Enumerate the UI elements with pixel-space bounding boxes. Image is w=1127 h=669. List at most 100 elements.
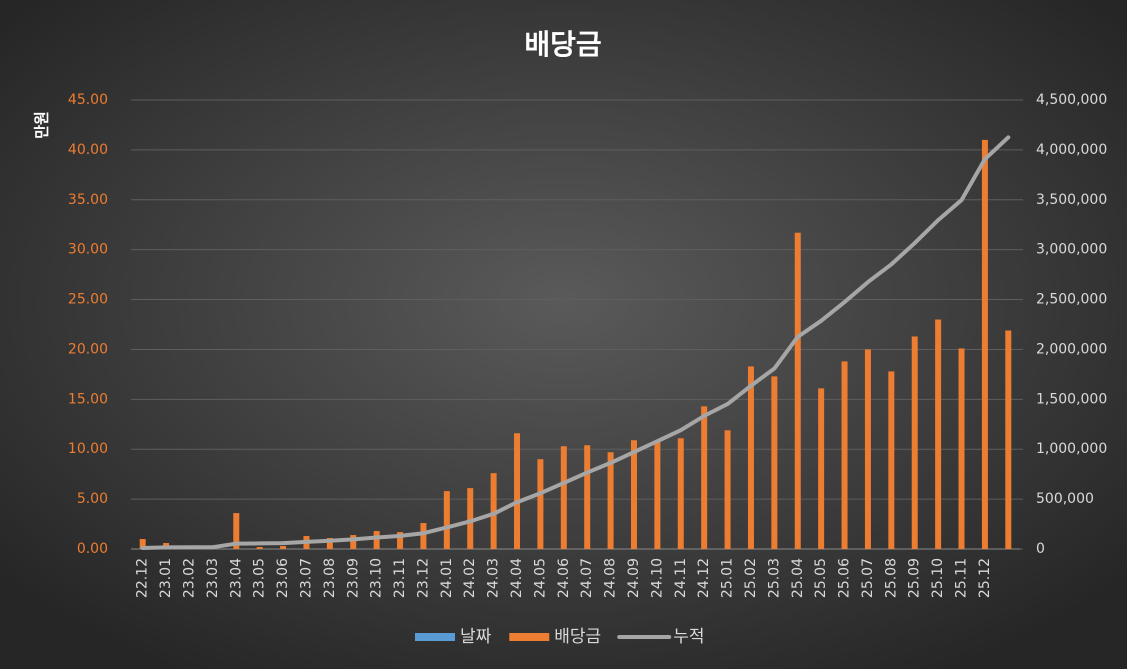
x-tick-label: 24.01 — [439, 558, 455, 598]
x-tick-label: 23.04 — [228, 558, 244, 598]
bar — [630, 440, 637, 549]
y-tick-label: 0.00 — [77, 541, 108, 557]
x-tick-label: 23.01 — [158, 558, 174, 598]
x-tick-label: 23.03 — [205, 558, 221, 598]
y2-tick-label: 1,500,000 — [1036, 391, 1107, 407]
x-tick-label: 24.12 — [696, 558, 712, 598]
x-tick-label: 25.02 — [743, 558, 759, 598]
bar — [467, 488, 474, 549]
bar — [771, 376, 778, 549]
y-tick-label: 30.00 — [68, 242, 108, 258]
bar — [654, 441, 661, 549]
bar — [981, 139, 988, 549]
x-tick-label: 24.02 — [462, 558, 478, 598]
bar — [677, 438, 684, 549]
bar — [139, 539, 146, 549]
y-tick-label: 15.00 — [68, 391, 108, 407]
y-tick-label: 45.00 — [68, 92, 108, 108]
bar — [958, 348, 965, 549]
legend-label: 누적 — [673, 627, 704, 647]
bar — [818, 388, 825, 549]
bar — [514, 433, 521, 549]
cumulative-line — [140, 135, 1011, 551]
bar — [256, 547, 263, 549]
y-tick-label: 10.00 — [68, 441, 108, 457]
y-axis-title: 만원 — [33, 111, 51, 139]
legend-label: 날짜 — [460, 627, 492, 647]
x-tick-label: 24.08 — [603, 558, 619, 598]
x-tick-label: 25.03 — [766, 558, 782, 598]
bar — [443, 491, 450, 549]
y2-tick-label: 0 — [1036, 541, 1045, 557]
x-tick-label: 24.09 — [626, 558, 642, 598]
chart-title: 배당금 — [524, 28, 601, 61]
x-tick-label: 23.08 — [322, 558, 338, 598]
x-tick-label: 24.07 — [579, 558, 595, 598]
bar — [326, 538, 333, 549]
bar — [490, 473, 497, 549]
y2-tick-label: 3,000,000 — [1036, 242, 1107, 258]
x-tick-label: 24.11 — [673, 558, 689, 598]
x-tick-label: 25.04 — [790, 558, 806, 598]
x-tick-label: 25.05 — [813, 558, 829, 598]
bar — [560, 446, 567, 549]
x-tick-label: 25.06 — [837, 558, 853, 598]
x-tick-label: 23.11 — [392, 558, 408, 598]
x-tick-label: 25.10 — [930, 558, 946, 598]
bar — [864, 349, 871, 549]
bar — [607, 452, 614, 549]
bar — [397, 532, 404, 549]
y-tick-label: 20.00 — [68, 341, 108, 357]
x-tick-label: 24.06 — [556, 558, 572, 598]
y2-tick-label: 4,000,000 — [1036, 142, 1107, 158]
bar — [841, 361, 848, 549]
x-tick-label: 23.05 — [252, 558, 268, 598]
legend-swatch — [509, 633, 550, 641]
bar — [888, 371, 895, 549]
bar — [794, 232, 801, 549]
y-tick-label: 35.00 — [68, 192, 108, 208]
bar — [1005, 330, 1012, 549]
y-tick-label: 40.00 — [68, 142, 108, 158]
y2-tick-label: 4,500,000 — [1036, 92, 1107, 108]
y-tick-label: 25.00 — [68, 292, 108, 308]
y-tick-label: 5.00 — [77, 491, 108, 507]
x-tick-label: 22.12 — [135, 558, 151, 598]
x-tick-label: 24.05 — [532, 558, 548, 598]
bar — [420, 523, 427, 549]
x-tick-label: 23.07 — [298, 558, 314, 598]
bar — [233, 513, 240, 549]
x-tick-label: 24.10 — [649, 558, 665, 598]
y2-tick-label: 1,000,000 — [1036, 441, 1107, 457]
x-tick-label: 24.04 — [509, 558, 525, 598]
x-tick-label: 25.12 — [977, 558, 993, 598]
x-tick-label: 25.09 — [907, 558, 923, 598]
bar — [724, 430, 731, 549]
legend-swatch — [415, 633, 455, 641]
y2-tick-label: 500,000 — [1036, 491, 1094, 507]
x-tick-label: 25.07 — [860, 558, 876, 598]
bar — [537, 459, 544, 549]
y2-tick-label: 2,000,000 — [1036, 341, 1107, 357]
x-tick-label: 25.11 — [954, 558, 970, 598]
x-tick-label: 23.09 — [345, 558, 361, 598]
bar — [280, 546, 287, 549]
bar — [747, 366, 754, 549]
bar — [701, 406, 708, 549]
x-tick-label: 25.08 — [883, 558, 899, 598]
legend-label: 배당금 — [554, 627, 601, 647]
bar — [935, 319, 942, 549]
x-tick-label: 23.02 — [181, 558, 197, 598]
x-tick-label: 23.12 — [415, 558, 431, 598]
y2-tick-label: 2,500,000 — [1036, 292, 1107, 308]
x-tick-label: 23.06 — [275, 558, 291, 598]
bar — [373, 531, 380, 549]
y2-tick-label: 3,500,000 — [1036, 192, 1107, 208]
x-tick-label: 25.01 — [720, 558, 736, 598]
x-tick-label: 23.10 — [369, 558, 385, 598]
bar — [350, 535, 357, 549]
bar — [584, 445, 591, 549]
x-tick-label: 24.03 — [486, 558, 502, 598]
bar — [911, 336, 918, 549]
